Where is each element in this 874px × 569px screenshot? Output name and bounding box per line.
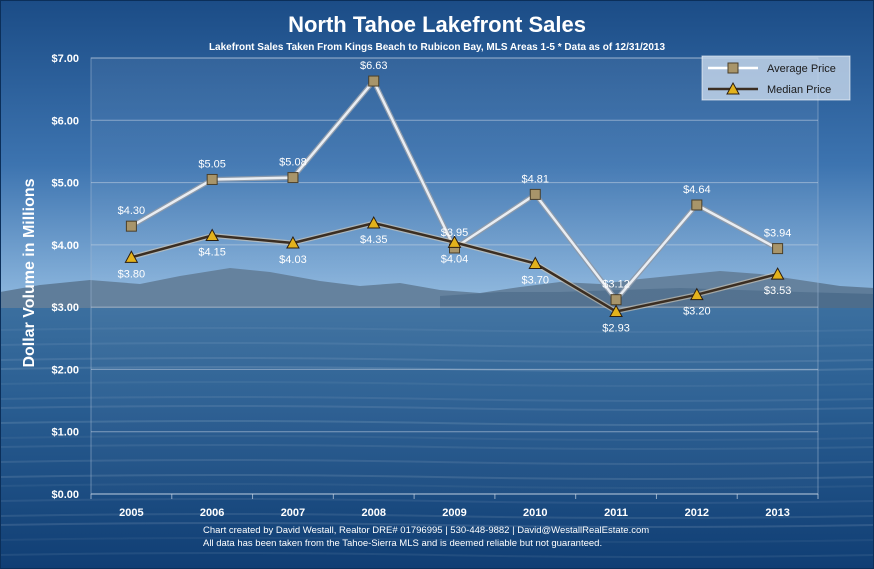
- legend: Average Price Median Price: [701, 55, 851, 101]
- x-tick-label: 2008: [361, 507, 385, 519]
- chart-subtitle: Lakefront Sales Taken From Kings Beach t…: [209, 42, 666, 53]
- data-label-average: $4.81: [522, 173, 550, 185]
- y-tick-label: $6.00: [51, 115, 79, 127]
- data-label-median: $3.53: [764, 285, 792, 297]
- x-tick-label: 2005: [119, 507, 143, 519]
- x-tick-label: 2011: [604, 507, 628, 519]
- ripple: [0, 513, 874, 519]
- data-point-median: [609, 304, 623, 318]
- ripple: [0, 552, 874, 558]
- data-point-median: [689, 287, 704, 301]
- data-point-median: [366, 216, 381, 229]
- series-layer: [124, 75, 785, 318]
- data-point-median: [528, 256, 543, 270]
- data-point-average: [125, 220, 137, 232]
- y-axis-tick-labels: $0.00 $1.00 $2.00 $3.00 $4.00 $5.00 $6.00 $7.00: [51, 53, 79, 501]
- data-label-median: $4.04: [441, 253, 469, 265]
- y-tick-label: $3.00: [51, 302, 79, 314]
- data-point-median: [286, 235, 300, 249]
- data-label-average: $4.64: [683, 184, 711, 196]
- legend-average-label: Average Price: [767, 63, 836, 75]
- legend-average-marker: [727, 62, 739, 74]
- ripple: [0, 498, 874, 504]
- data-point-median: [447, 235, 462, 248]
- data-label-average: $4.30: [118, 205, 146, 217]
- chart-title: North Tahoe Lakefront Sales: [288, 12, 586, 37]
- data-labels: $4.30 $5.05 $5.08 $6.63 $3.95 $4.81 $3.12 $4.64…: [118, 60, 792, 334]
- y-tick-label: $0.00: [51, 489, 79, 501]
- data-label-average: $3.12: [602, 279, 630, 291]
- footer-credit: Chart created by David Westall, Realtor …: [203, 525, 649, 536]
- data-label-median: $4.35: [360, 234, 388, 246]
- y-tick-label: $2.00: [51, 364, 79, 376]
- x-tick-label: 2006: [200, 507, 224, 519]
- data-label-median: $4.03: [279, 254, 307, 266]
- data-point-average: [287, 172, 299, 184]
- data-label-median: $3.70: [522, 275, 550, 287]
- data-point-average: [206, 173, 218, 185]
- data-point-average: [691, 199, 703, 211]
- y-tick-label: $5.00: [51, 178, 79, 190]
- legend-median-label: Median Price: [767, 84, 831, 96]
- data-point-median: [124, 250, 139, 263]
- data-label-median: $4.15: [198, 247, 226, 259]
- data-point-average: [610, 294, 622, 306]
- data-label-median: $3.80: [118, 268, 146, 280]
- x-tick-label: 2010: [523, 507, 547, 519]
- gridlines: [90, 57, 819, 499]
- footer-disclaimer: All data has been taken from the Tahoe-S…: [203, 538, 602, 549]
- legend-median-marker: [726, 81, 740, 95]
- plot-area: [90, 57, 819, 495]
- data-point-average: [368, 75, 380, 87]
- x-tick-label: 2007: [281, 507, 305, 519]
- legend-box: [701, 55, 851, 101]
- data-point-average: [772, 243, 784, 255]
- data-label-average: $6.63: [360, 60, 388, 72]
- x-tick-label: 2013: [765, 507, 789, 519]
- data-label-median: $2.93: [602, 323, 630, 335]
- data-label-average: $3.95: [441, 227, 469, 239]
- data-point-median: [205, 228, 220, 242]
- ripple: [0, 522, 874, 528]
- data-label-average: $5.05: [198, 158, 226, 170]
- y-tick-label: $1.00: [51, 427, 79, 439]
- data-point-median: [770, 267, 785, 280]
- data-point-average: [529, 188, 541, 200]
- data-label-median: $3.20: [683, 306, 711, 318]
- x-tick-label: 2012: [685, 507, 709, 519]
- ripple: [0, 537, 874, 543]
- x-axis-tick-labels: 2005 2006 2007 2008 2009 2010 2011 2012 2013: [119, 507, 790, 519]
- data-label-average: $5.08: [279, 157, 307, 169]
- y-axis-title: Dollar Volume in Millions: [21, 178, 38, 367]
- y-tick-label: $7.00: [51, 53, 79, 65]
- data-label-average: $3.94: [764, 228, 792, 240]
- x-tick-label: 2009: [442, 507, 466, 519]
- y-tick-label: $4.00: [51, 240, 79, 252]
